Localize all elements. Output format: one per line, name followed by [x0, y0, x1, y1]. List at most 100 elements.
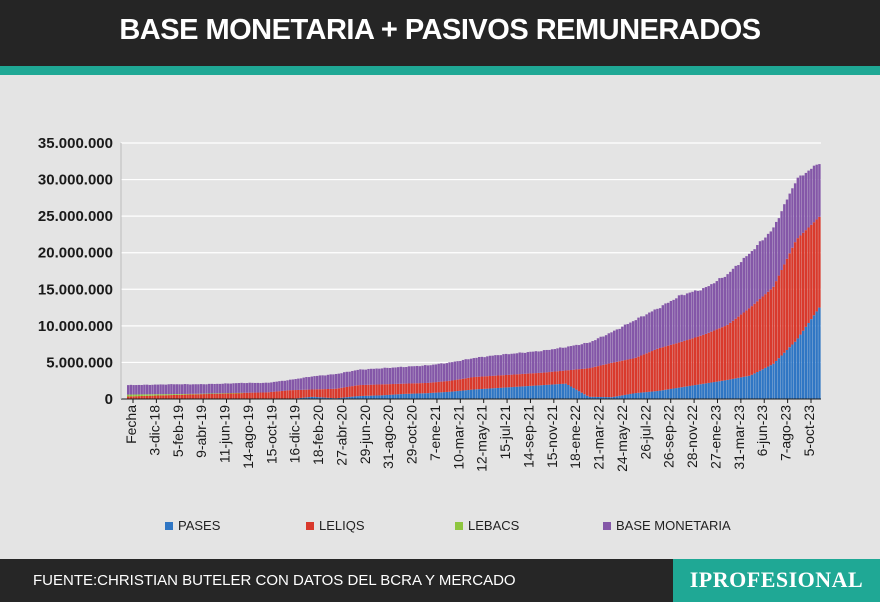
- bar-segment-leliqs: [127, 396, 130, 399]
- bar-segment-lebacs: [170, 394, 173, 396]
- y-tick-labels: 35.000.000 30.000.000 25.000.000 20.000.000…: [38, 135, 113, 408]
- bar-segment-leliqs: [151, 395, 154, 399]
- bar-segment-base-monetaria: [704, 287, 708, 334]
- bar-segment-leliqs: [302, 389, 305, 398]
- bar-segment-lebacs: [237, 392, 241, 394]
- bar-segment-pases: [480, 388, 484, 399]
- bar-segment-leliqs: [766, 291, 770, 367]
- bar-segment-pases: [461, 390, 465, 399]
- bar-segment-leliqs: [186, 394, 189, 399]
- bar-segment-leliqs: [218, 393, 222, 399]
- source-note: FUENTE:CHRISTIAN BUTELER CON DATOS DEL B…: [33, 572, 516, 589]
- bar-segment-lebacs: [232, 393, 235, 394]
- bar-segment-leliqs: [583, 368, 586, 395]
- bar-segment-base-monetaria: [742, 257, 745, 313]
- bar-segment-leliqs: [237, 392, 241, 399]
- bar-segment-pases: [415, 393, 419, 399]
- bar-segment-pases: [329, 397, 332, 399]
- bar-segment-base-monetaria: [818, 164, 821, 217]
- bar-segment-pases: [764, 367, 767, 399]
- bar-segment-pases: [488, 388, 492, 399]
- bar-segment-base-monetaria: [442, 363, 446, 382]
- bar-segment-leliqs: [129, 396, 133, 399]
- bar-segment-pases: [372, 395, 376, 399]
- bar-segment-pases: [523, 386, 527, 399]
- bar-segment-base-monetaria: [780, 211, 783, 271]
- bar-segment-pases: [775, 360, 778, 399]
- bar-segment-pases: [604, 397, 608, 399]
- bar-segment-lebacs: [164, 394, 168, 396]
- axes: [120, 143, 821, 403]
- bar-segment-leliqs: [164, 395, 168, 399]
- bar-segment-pases: [313, 396, 316, 399]
- bar-segment-pases: [510, 387, 513, 399]
- bar-segment-leliqs: [745, 310, 748, 377]
- bar-segment-base-monetaria: [626, 324, 629, 360]
- bar-segment-pases: [521, 386, 524, 399]
- bar-segment-pases: [726, 379, 729, 399]
- bar-segment-leliqs: [615, 361, 619, 397]
- bar-segment-base-monetaria: [289, 379, 292, 391]
- bar-segment-base-monetaria: [677, 295, 681, 343]
- bar-segment-leliqs: [434, 382, 438, 393]
- bar-segment-lebacs: [167, 394, 170, 396]
- bar-segment-leliqs: [245, 392, 249, 399]
- bar-segment-base-monetaria: [650, 311, 654, 352]
- bar-segment-base-monetaria: [548, 349, 551, 373]
- bar-segment-pases: [758, 370, 762, 399]
- bar-segment-leliqs: [432, 382, 435, 393]
- bar-segment-base-monetaria: [378, 368, 381, 385]
- bar-segment-leliqs: [702, 334, 705, 384]
- bar-segment-leliqs: [491, 375, 494, 389]
- bar-segment-pases: [513, 386, 516, 399]
- bar-segment-pases: [407, 393, 411, 399]
- bar-segment-pases: [640, 392, 643, 399]
- bar-segment-pases: [318, 397, 322, 399]
- bar-segment-base-monetaria: [472, 358, 475, 378]
- bar-segment-base-monetaria: [334, 373, 338, 389]
- bar-segment-pases: [426, 393, 430, 399]
- bar-segment-lebacs: [127, 394, 130, 397]
- legend-label-pases: PASES: [178, 518, 221, 533]
- bar-segment-base-monetaria: [812, 165, 816, 223]
- bar-segment-base-monetaria: [513, 353, 516, 375]
- bar-segment-base-monetaria: [602, 336, 605, 365]
- bar-segment-base-monetaria: [658, 308, 662, 348]
- bar-segment-base-monetaria: [521, 352, 524, 374]
- bar-segment-leliqs: [529, 373, 532, 386]
- bar-segment-pases: [704, 383, 708, 399]
- x-tick-label: 15-oct-19: [263, 405, 279, 464]
- bar-segment-leliqs: [761, 296, 764, 370]
- bar-segment-leliqs: [750, 306, 754, 375]
- bar-segment-base-monetaria: [424, 365, 427, 383]
- bar-segment-leliqs: [294, 390, 297, 399]
- bar-segment-lebacs: [218, 393, 222, 394]
- bar-segment-base-monetaria: [178, 384, 181, 395]
- bar-segment-leliqs: [756, 301, 759, 373]
- bar-segment-leliqs: [513, 374, 516, 387]
- bar-segment-leliqs: [669, 344, 673, 389]
- bar-segment-pases: [572, 388, 575, 399]
- bar-segment-leliqs: [726, 324, 729, 380]
- bar-segment-pases: [496, 387, 500, 399]
- bar-segment-lebacs: [135, 394, 138, 397]
- bar-segment-base-monetaria: [270, 382, 273, 392]
- bar-segment-base-monetaria: [429, 365, 432, 383]
- bar-segment-pases: [785, 349, 789, 399]
- bar-segment-base-monetaria: [550, 349, 554, 372]
- x-tick-label: 5-oct-23: [801, 405, 817, 457]
- bar-segment-leliqs: [691, 338, 694, 386]
- bar-segment-leliqs: [764, 294, 767, 368]
- bar-segment-leliqs: [388, 384, 392, 395]
- bar-segment-lebacs: [216, 393, 219, 394]
- bar-segment-leliqs: [796, 238, 799, 339]
- bar-segment-leliqs: [143, 395, 146, 399]
- bar-segment-pases: [432, 392, 435, 399]
- bar-segment-pases: [469, 389, 473, 399]
- bar-segment-pases: [445, 391, 448, 399]
- bar-segment-base-monetaria: [321, 375, 324, 390]
- bar-segment-leliqs: [807, 227, 810, 323]
- bar-segment-leliqs: [688, 339, 691, 386]
- bar-segment-leliqs: [496, 375, 500, 388]
- bar-segment-pases: [802, 330, 805, 399]
